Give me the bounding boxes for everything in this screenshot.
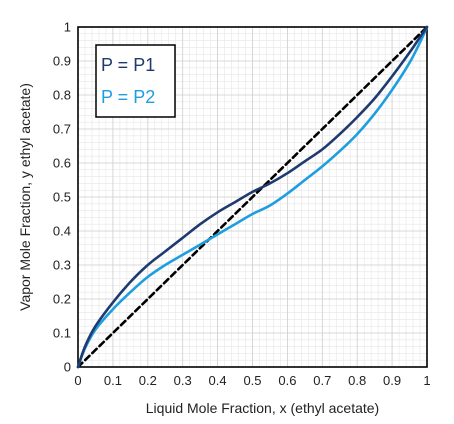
- y-tick-label: 0.8: [53, 88, 71, 103]
- x-tick-label: 0.1: [104, 373, 122, 388]
- series-group: [76, 25, 429, 369]
- x-tick-label: 0.6: [278, 373, 296, 388]
- y-tick-label: 0.1: [53, 326, 71, 341]
- x-tick-label: 0.4: [209, 373, 227, 388]
- x-tick-label: 0.5: [243, 373, 261, 388]
- y-tick-label: 0.5: [53, 190, 71, 205]
- x-tick-label: 0: [74, 373, 81, 388]
- y-axis-title: Vapor Mole Fraction, y ethyl acetate): [17, 83, 33, 311]
- x-tick-label: 1: [423, 373, 430, 388]
- y-tick-label: 0.4: [53, 224, 71, 239]
- y-tick-label: 0.2: [53, 292, 71, 307]
- legend: P = P1 P = P2: [95, 44, 176, 118]
- y-tick-label: 0.7: [53, 122, 71, 137]
- x-tick-label: 0.9: [383, 373, 401, 388]
- series-line-1: [76, 25, 429, 369]
- plot-frame: [77, 26, 428, 368]
- diagonal-reference-line: [76, 25, 429, 369]
- y-tick-label: 0.9: [53, 54, 71, 69]
- legend-entry-p1: P = P1: [101, 55, 155, 75]
- y-tick-label: 0.6: [53, 156, 71, 171]
- series-line-2: [76, 25, 429, 369]
- x-tick-label: 0.3: [174, 373, 192, 388]
- x-tick-label: 0.7: [313, 373, 331, 388]
- y-tick-label: 0.3: [53, 258, 71, 273]
- x-tick-label: 0.8: [348, 373, 366, 388]
- y-tick-label: 1: [64, 20, 71, 35]
- y-tick-labels: 0 0.1 0.2 0.3 0.4 0.5 0.6 0.7 0.8 0.9 1: [53, 20, 71, 375]
- y-tick-label: 0: [64, 360, 71, 375]
- legend-box: [95, 44, 176, 118]
- x-tick-labels: 0 0.1 0.2 0.3 0.4 0.5 0.6 0.7 0.8 0.9 1: [74, 373, 430, 388]
- grid: [78, 27, 427, 367]
- x-tick-label: 0.2: [139, 373, 157, 388]
- x-axis-title: Liquid Mole Fraction, x (ethyl acetate): [146, 400, 379, 416]
- legend-entry-p2: P = P2: [101, 87, 155, 107]
